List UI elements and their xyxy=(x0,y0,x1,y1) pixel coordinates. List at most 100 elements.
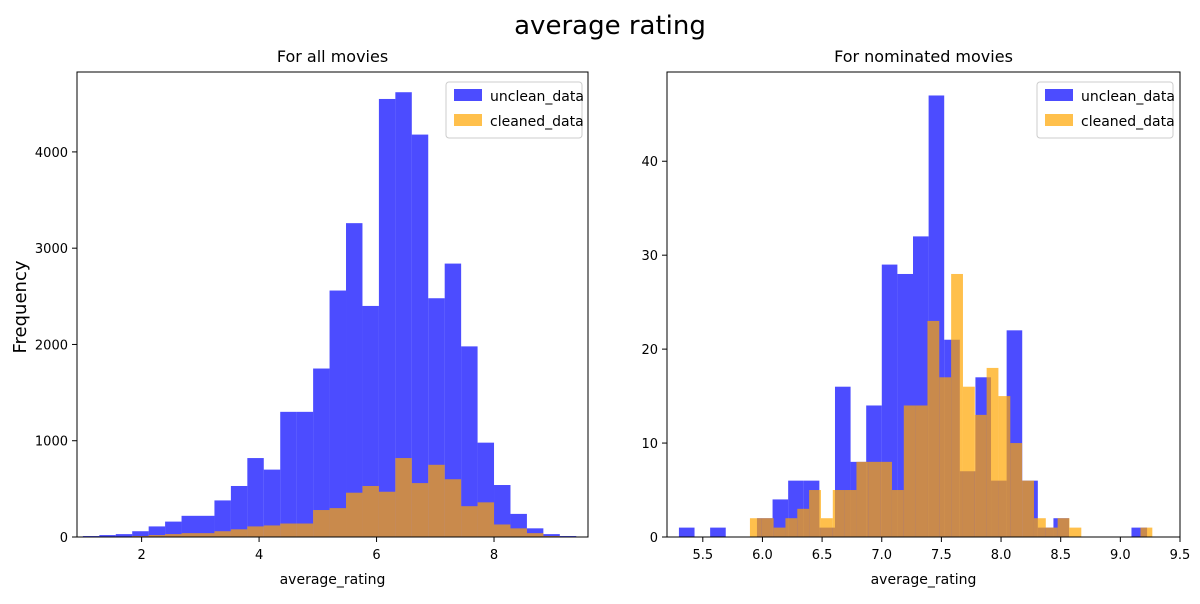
bar-unclean-data xyxy=(230,485,248,537)
bar-unclean-data xyxy=(198,515,215,537)
bar-unclean-data xyxy=(526,528,544,537)
bar-cleaned-data xyxy=(986,367,999,537)
bar-cleaned-data xyxy=(785,518,798,537)
bar-cleaned-data xyxy=(809,490,821,537)
bar-cleaned-data xyxy=(510,528,527,537)
bar-cleaned-data xyxy=(181,533,198,537)
bar-cleaned-data xyxy=(346,492,363,537)
legend-label-cleaned-data: cleaned_data xyxy=(1081,114,1175,130)
bar-cleaned-data xyxy=(428,464,445,537)
bar-cleaned-data xyxy=(247,526,264,537)
bar-cleaned-data xyxy=(761,518,774,537)
y-tick-label: 20 xyxy=(641,343,658,358)
bar-cleaned-data xyxy=(951,273,963,537)
bar-cleaned-data xyxy=(444,479,462,537)
plot-frame xyxy=(666,71,1181,538)
bar-unclean-data xyxy=(181,515,198,537)
bar-cleaned-data xyxy=(1045,527,1058,537)
x-tick-label: 8 xyxy=(490,548,498,563)
x-axis-ticks: 2 4 6 8 xyxy=(137,537,498,563)
bar-cleaned-data xyxy=(230,529,248,537)
legend-label-unclean-data: unclean_data xyxy=(490,89,584,105)
bar-cleaned-data xyxy=(1057,518,1070,537)
bar-cleaned-data xyxy=(891,490,904,537)
x-tick-label: 2 xyxy=(137,548,145,563)
y-tick-label: 4000 xyxy=(35,146,68,161)
bar-unclean-data xyxy=(99,535,116,537)
plot-frame xyxy=(76,71,589,538)
x-tick-label: 9.0 xyxy=(1110,548,1131,563)
x-tick-label: 4 xyxy=(255,548,263,563)
bars-group xyxy=(678,95,1153,537)
bar-cleaned-data xyxy=(461,506,478,537)
bar-cleaned-data xyxy=(880,461,892,537)
bar-cleaned-data xyxy=(198,533,215,537)
y-tick-label: 30 xyxy=(641,249,658,264)
legend-swatch-cleaned-data xyxy=(454,114,482,126)
legend: unclean_data cleaned_data xyxy=(1036,81,1175,139)
bar-unclean-data xyxy=(148,526,166,537)
bar-cleaned-data xyxy=(148,535,166,537)
x-tick-label: 6.0 xyxy=(752,548,773,563)
y-tick-label: 0 xyxy=(60,531,68,546)
bar-unclean-data xyxy=(710,527,726,537)
y-tick-label: 10 xyxy=(641,437,658,452)
legend-swatch-cleaned-data xyxy=(1045,114,1073,126)
bar-unclean-data xyxy=(280,411,297,537)
bar-cleaned-data xyxy=(998,396,1011,537)
bar-cleaned-data xyxy=(820,518,833,537)
bar-unclean-data xyxy=(362,305,379,537)
bar-unclean-data xyxy=(214,500,231,537)
bar-unclean-data xyxy=(247,458,264,537)
bar-cleaned-data xyxy=(1010,443,1023,537)
bar-cleaned-data xyxy=(1033,518,1046,537)
chart-panel-all-movies: For all movies average_rating 2 4 6 8 0 1000… xyxy=(35,47,589,588)
chart-panel-nominated-movies: For nominated movies average_rating 5.5 6… xyxy=(641,47,1190,588)
bar-cleaned-data xyxy=(313,510,330,537)
bar-cleaned-data xyxy=(395,458,412,537)
x-tick-label: 6 xyxy=(372,548,380,563)
bar-cleaned-data xyxy=(915,405,928,537)
bar-cleaned-data xyxy=(296,523,314,537)
bar-unclean-data xyxy=(772,499,789,537)
bar-cleaned-data xyxy=(939,377,952,537)
bar-unclean-data xyxy=(678,527,695,537)
bar-cleaned-data xyxy=(378,491,396,537)
bar-unclean-data xyxy=(411,134,429,537)
bar-cleaned-data xyxy=(477,502,495,537)
bar-cleaned-data xyxy=(526,533,544,537)
legend-label-cleaned-data: cleaned_data xyxy=(490,114,584,130)
bar-unclean-data xyxy=(346,223,363,537)
bar-cleaned-data xyxy=(797,508,810,537)
bar-cleaned-data xyxy=(214,531,231,537)
bar-unclean-data xyxy=(296,411,314,537)
bar-cleaned-data xyxy=(411,483,429,537)
x-axis-label: average_rating xyxy=(280,572,386,588)
y-axis-ticks: 0 10 20 30 40 xyxy=(641,155,667,546)
chart-title: For all movies xyxy=(277,47,388,66)
bar-cleaned-data xyxy=(844,490,857,537)
x-tick-label: 6.5 xyxy=(812,548,833,563)
bar-unclean-data xyxy=(313,368,330,537)
bar-unclean-data xyxy=(115,534,133,537)
bar-cleaned-data xyxy=(832,490,845,537)
bar-unclean-data xyxy=(543,534,560,537)
y-tick-label: 40 xyxy=(641,155,658,170)
x-tick-label: 8.5 xyxy=(1050,548,1071,563)
x-tick-label: 7.0 xyxy=(871,548,892,563)
bar-unclean-data xyxy=(444,263,462,537)
bar-cleaned-data xyxy=(280,523,297,537)
bar-unclean-data xyxy=(461,346,478,537)
shared-y-axis-label: Frequency xyxy=(10,260,31,353)
x-tick-label: 8.0 xyxy=(991,548,1012,563)
bar-cleaned-data xyxy=(362,485,379,537)
y-tick-label: 3000 xyxy=(35,242,68,257)
legend: unclean_data cleaned_data xyxy=(445,81,584,139)
figure-suptitle: average rating xyxy=(514,11,706,41)
bar-unclean-data xyxy=(1131,527,1148,537)
bar-cleaned-data xyxy=(1022,480,1034,537)
bars-group xyxy=(82,92,577,538)
legend-label-unclean-data: unclean_data xyxy=(1081,89,1175,105)
